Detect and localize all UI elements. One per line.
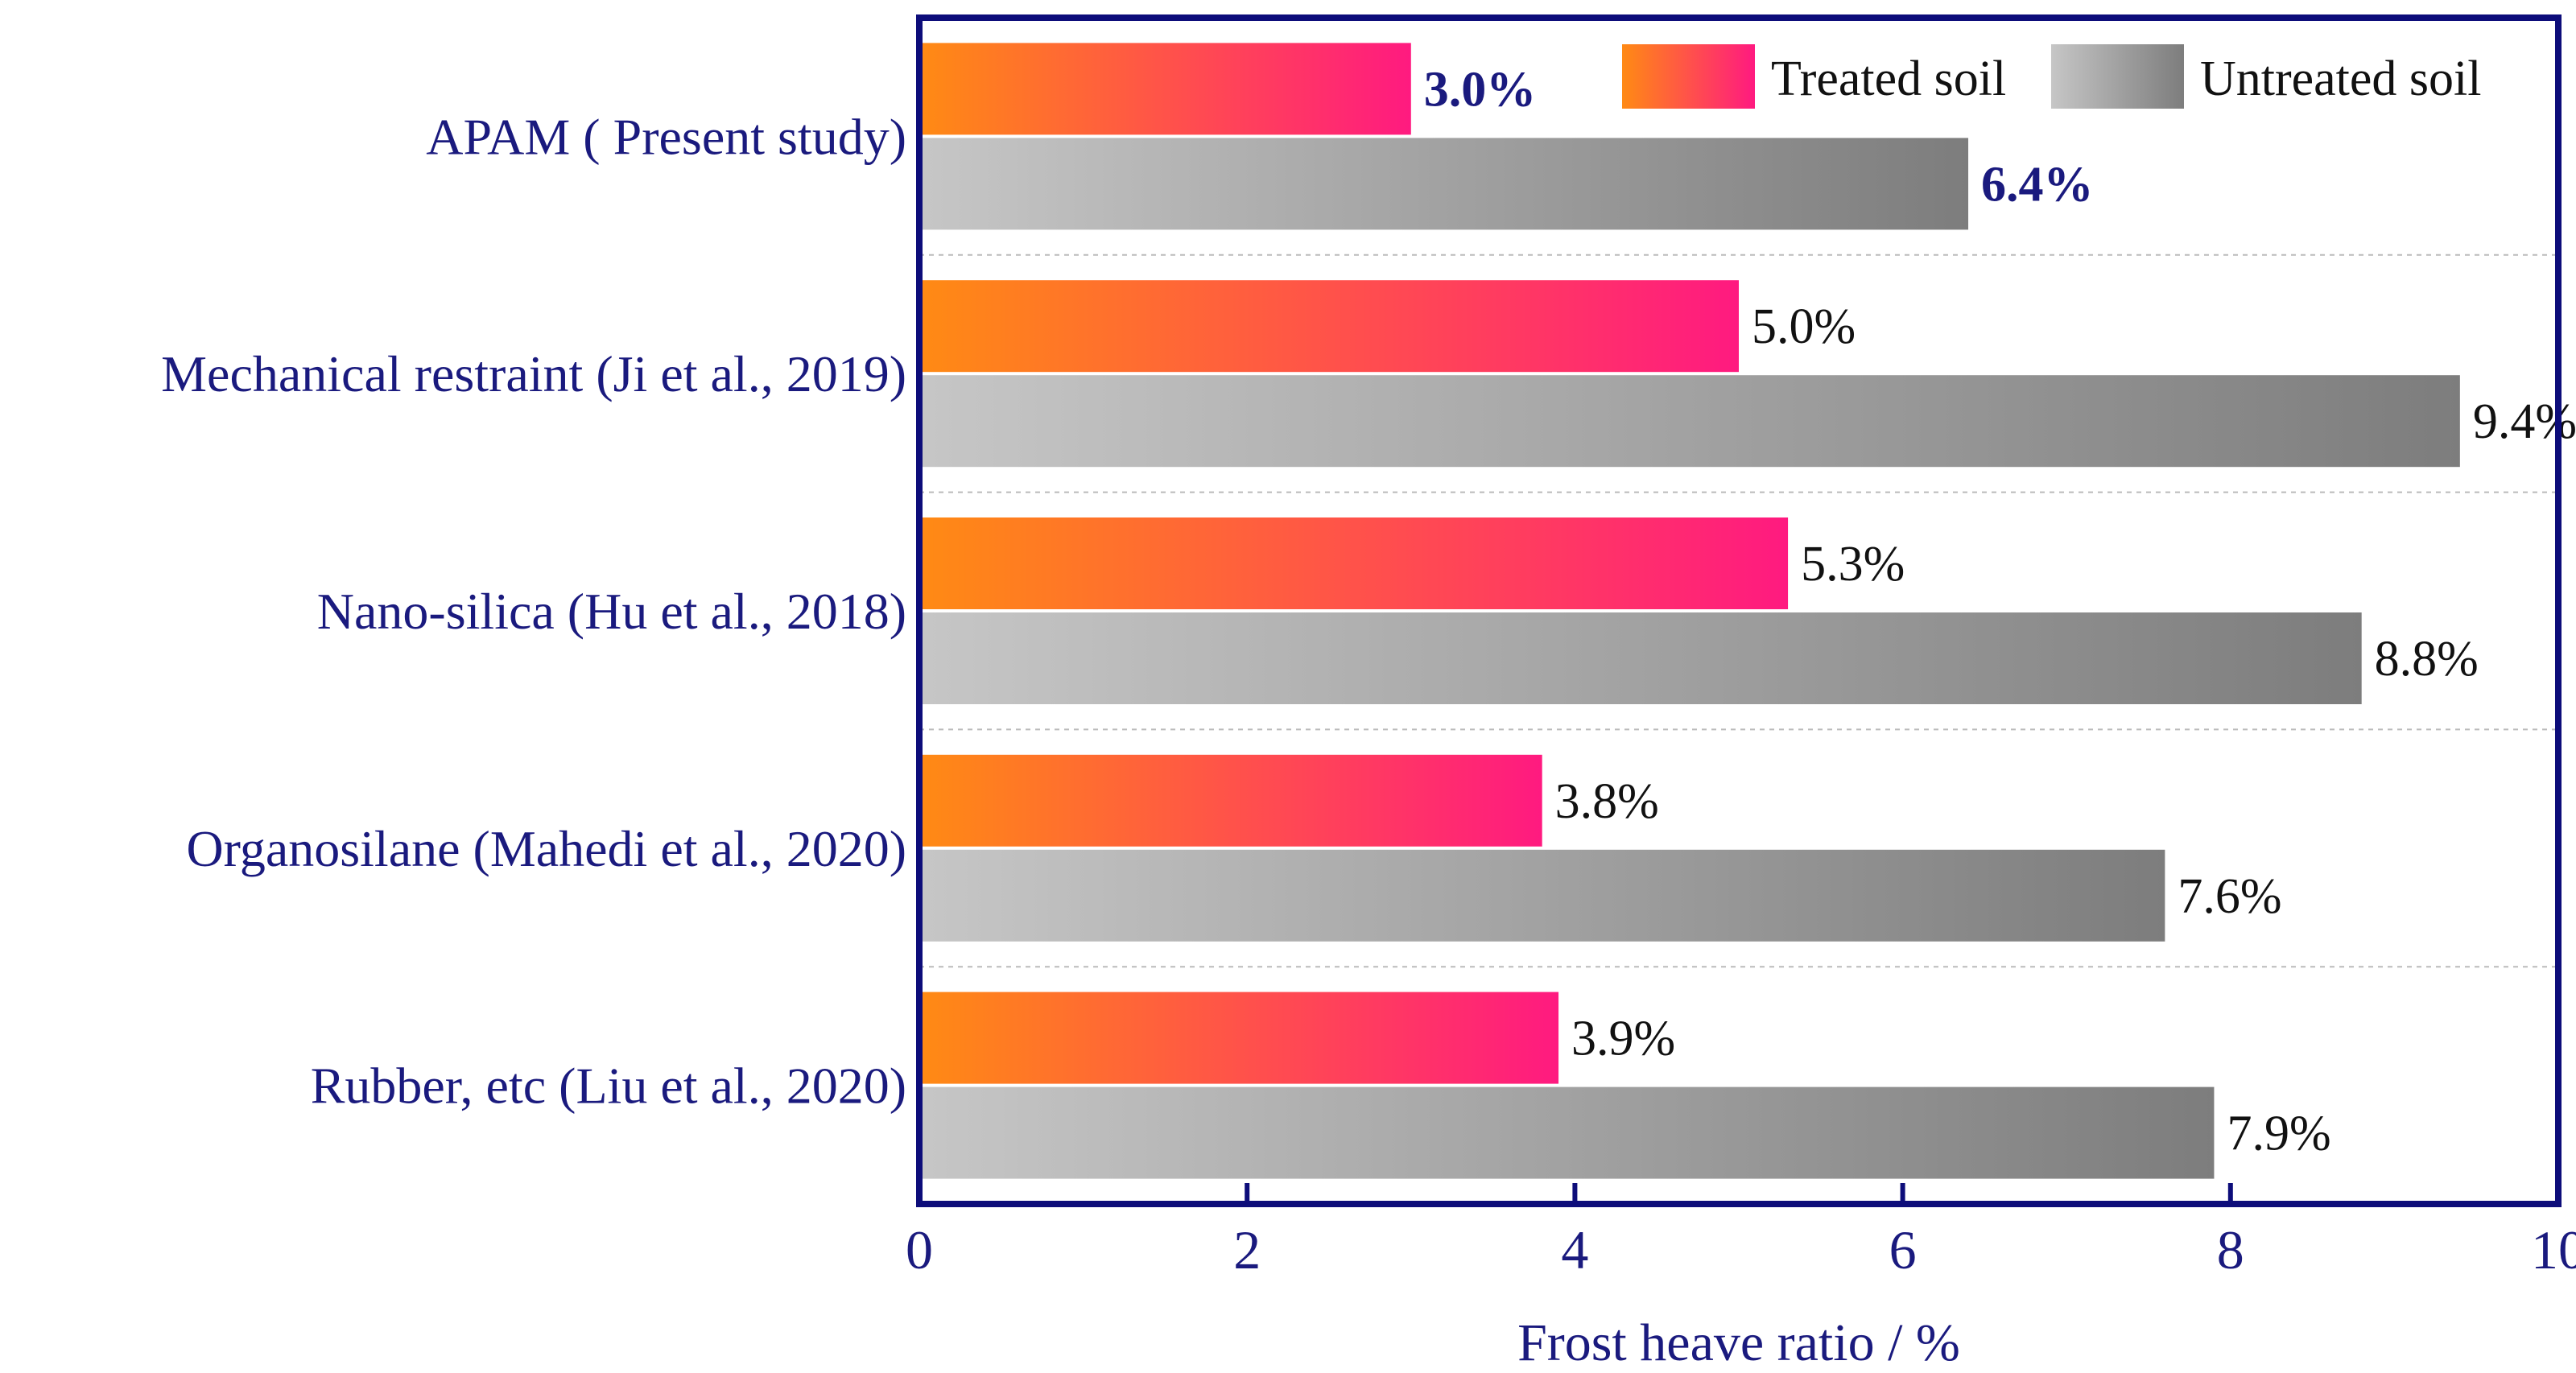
category-label: Organosilane (Mahedi et al., 2020) bbox=[186, 820, 906, 877]
plot-frame bbox=[916, 14, 2562, 1207]
category-label: Nano-silica (Hu et al., 2018) bbox=[317, 583, 906, 640]
bars bbox=[923, 43, 2460, 1179]
value-label-untreated-soil: 6.4% bbox=[1981, 157, 2094, 212]
legend: Treated soil Untreated soil bbox=[1622, 44, 2482, 109]
legend-label-treated-soil: Treated soil bbox=[1771, 52, 2006, 106]
bar-untreated-soil bbox=[923, 1086, 2215, 1179]
bar-treated-soil bbox=[923, 754, 1542, 847]
legend-swatch-treated-soil bbox=[1622, 44, 1755, 109]
value-label-treated-soil: 3.8% bbox=[1555, 774, 1659, 829]
value-label-treated-soil: 3.0% bbox=[1424, 62, 1537, 117]
bar-untreated-soil bbox=[923, 138, 1969, 230]
x-tick-label: 0 bbox=[906, 1219, 933, 1280]
legend-label-untreated-soil: Untreated soil bbox=[2200, 52, 2482, 106]
bar-treated-soil bbox=[923, 517, 1789, 609]
category-label: Rubber, etc (Liu et al., 2020) bbox=[311, 1058, 906, 1115]
grid-separators bbox=[919, 254, 2558, 968]
value-label-treated-soil: 5.0% bbox=[1752, 299, 1856, 354]
value-label-treated-soil: 5.3% bbox=[1801, 537, 1905, 592]
bar-treated-soil bbox=[923, 43, 1411, 135]
x-tick-label: 6 bbox=[1889, 1219, 1917, 1280]
value-label-untreated-soil: 7.6% bbox=[2178, 869, 2281, 924]
bar-untreated-soil bbox=[923, 849, 2165, 942]
x-tick-label: 10 bbox=[2531, 1219, 2576, 1280]
category-labels: APAM ( Present study) Mechanical restrain… bbox=[161, 108, 906, 1114]
value-label-treated-soil: 3.9% bbox=[1571, 1012, 1675, 1066]
bar-untreated-soil bbox=[923, 375, 2460, 468]
x-axis-ticks: 0 2 4 6 8 10 bbox=[906, 1183, 2576, 1280]
legend-swatch-untreated-soil bbox=[2051, 44, 2184, 109]
value-label-untreated-soil: 7.9% bbox=[2227, 1107, 2330, 1161]
x-tick-label: 4 bbox=[1561, 1219, 1588, 1280]
x-tick-label: 2 bbox=[1233, 1219, 1261, 1280]
category-label: Mechanical restraint (Ji et al., 2019) bbox=[161, 345, 906, 402]
x-tick-label: 8 bbox=[2217, 1219, 2244, 1280]
value-label-untreated-soil: 8.8% bbox=[2375, 632, 2479, 686]
bar-untreated-soil bbox=[923, 612, 2362, 704]
x-axis-title: Frost heave ratio / % bbox=[1517, 1313, 1960, 1372]
category-label: APAM ( Present study) bbox=[426, 108, 906, 165]
bar-treated-soil bbox=[923, 992, 1559, 1084]
bar-treated-soil bbox=[923, 280, 1739, 373]
